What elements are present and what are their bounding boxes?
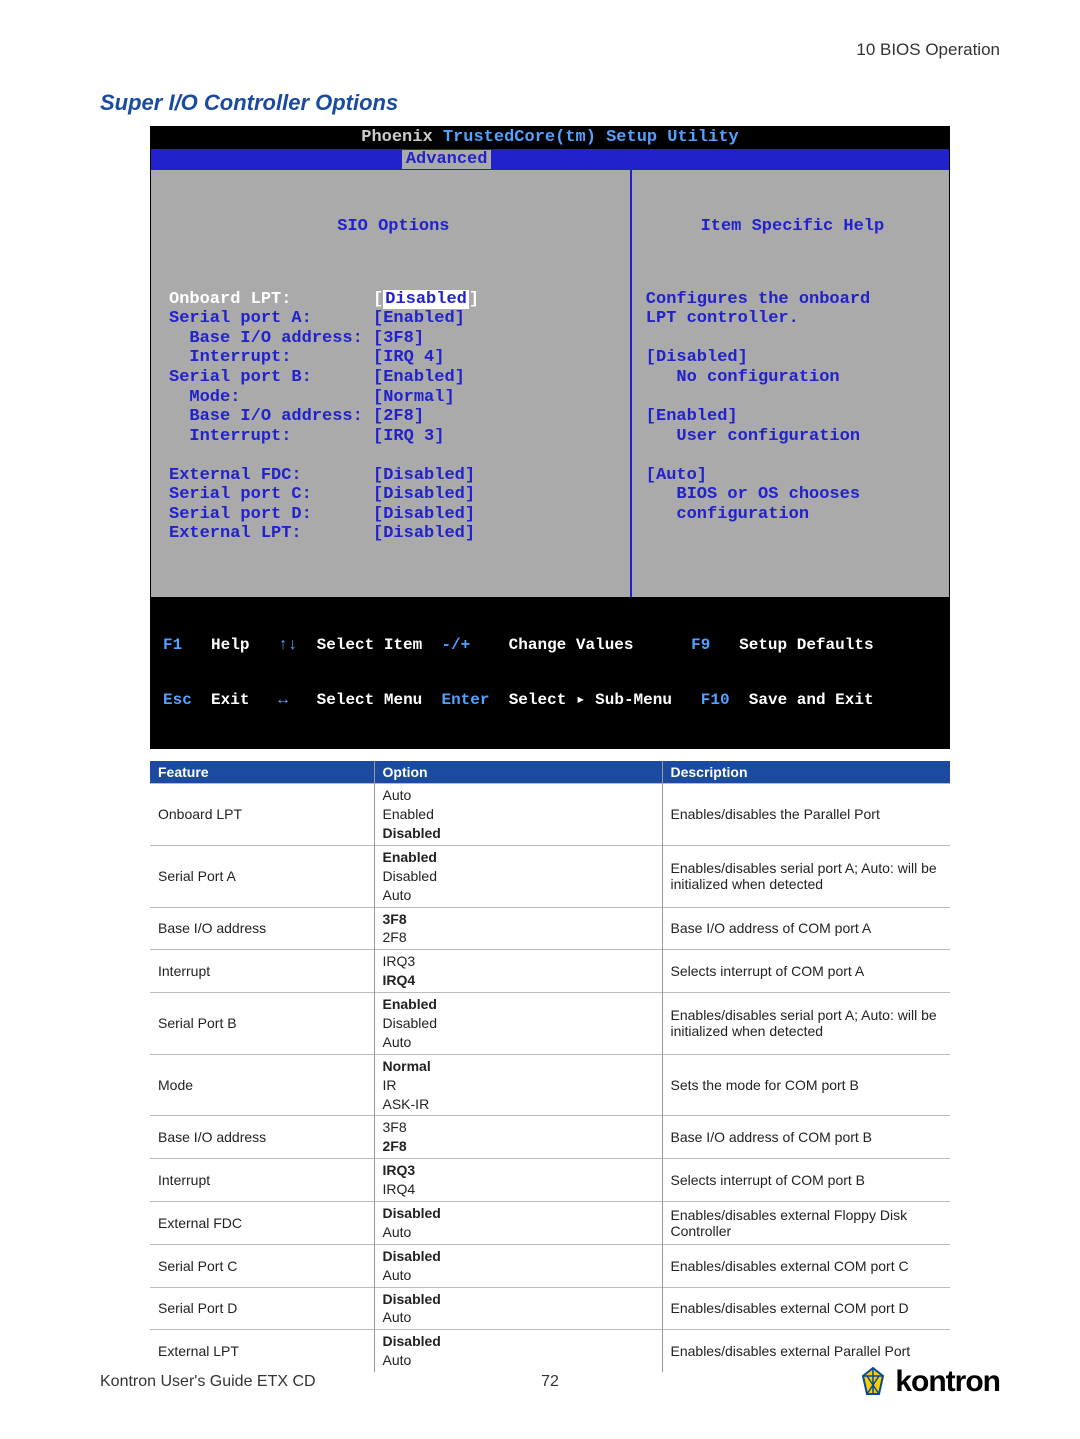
table-row: Serial Port CDisabledAutoEnables/disable…	[150, 1244, 950, 1287]
table-row: InterruptIRQ3IRQ4Selects interrupt of CO…	[150, 950, 950, 993]
cell-feature: Serial Port B	[150, 993, 374, 1055]
bios-title-hl: TrustedCore(tm) Setup Utility	[443, 128, 739, 147]
cell-feature: Base I/O address	[150, 907, 374, 950]
brand-logo: kontron	[857, 1365, 1000, 1399]
bios-left-title: SIO Options	[169, 217, 618, 237]
bios-setting-line: External LPT: [Disabled]	[169, 524, 618, 544]
cell-option: DisabledAuto	[374, 1287, 662, 1330]
bios-setting-line: Interrupt: [IRQ 3]	[169, 427, 618, 447]
logo-icon	[857, 1366, 889, 1398]
bios-setting-line: Base I/O address: [2F8]	[169, 407, 618, 427]
section-title: Super I/O Controller Options	[100, 90, 1000, 116]
cell-option: IRQ3IRQ4	[374, 950, 662, 993]
cell-feature: Mode	[150, 1054, 374, 1116]
table-header-row: Feature Option Description	[150, 761, 950, 784]
cell-feature: Serial Port D	[150, 1287, 374, 1330]
table-row: InterruptIRQ3IRQ4Selects interrupt of CO…	[150, 1159, 950, 1202]
bios-setting-line: Interrupt: [IRQ 4]	[169, 348, 618, 368]
cell-description: Enables/disables serial port A; Auto: wi…	[662, 845, 950, 907]
bios-help-line: Configures the onboard	[646, 290, 939, 310]
chapter-header: 10 BIOS Operation	[100, 40, 1000, 60]
cell-feature: Serial Port C	[150, 1244, 374, 1287]
bios-setting-line: Serial port A: [Enabled]	[169, 309, 618, 329]
feature-table: Feature Option Description Onboard LPTAu…	[150, 761, 950, 1372]
bios-setting-line: Onboard LPT: [Disabled]	[169, 290, 618, 310]
cell-option: EnabledDisabledAuto	[374, 845, 662, 907]
cell-option: DisabledAuto	[374, 1201, 662, 1244]
cell-feature: External FDC	[150, 1201, 374, 1244]
cell-description: Enables/disables serial port A; Auto: wi…	[662, 993, 950, 1055]
page-footer: Kontron User's Guide ETX CD 72 kontron	[100, 1365, 1000, 1399]
cell-description: Selects interrupt of COM port B	[662, 1159, 950, 1202]
cell-feature: Base I/O address	[150, 1116, 374, 1159]
bios-setting-line: Serial port B: [Enabled]	[169, 368, 618, 388]
cell-option: 3F82F8	[374, 1116, 662, 1159]
table-row: Base I/O address3F82F8Base I/O address o…	[150, 1116, 950, 1159]
bios-right-pane: Item Specific Help Configures the onboar…	[630, 170, 949, 597]
cell-feature: Interrupt	[150, 950, 374, 993]
bios-left-pane: SIO Options Onboard LPT: [Disabled]Seria…	[151, 170, 630, 597]
cell-description: Base I/O address of COM port B	[662, 1116, 950, 1159]
th-description: Description	[662, 761, 950, 784]
table-row: Onboard LPTAutoEnabledDisabledEnables/di…	[150, 784, 950, 846]
bios-help-line: [Disabled]	[646, 348, 939, 368]
bios-help-line: [Enabled]	[646, 407, 939, 427]
bios-help-line: LPT controller.	[646, 309, 939, 329]
bios-title-prefix: Phoenix	[361, 128, 443, 147]
cell-description: Sets the mode for COM port B	[662, 1054, 950, 1116]
table-row: Base I/O address3F82F8Base I/O address o…	[150, 907, 950, 950]
table-row: Serial Port BEnabledDisabledAutoEnables/…	[150, 993, 950, 1055]
bios-title: Phoenix TrustedCore(tm) Setup Utility	[151, 127, 949, 149]
cell-description: Base I/O address of COM port A	[662, 907, 950, 950]
cell-description: Enables/disables external Floppy Disk Co…	[662, 1201, 950, 1244]
cell-option: EnabledDisabledAuto	[374, 993, 662, 1055]
cell-option: DisabledAuto	[374, 1244, 662, 1287]
footer-left: Kontron User's Guide ETX CD	[100, 1373, 316, 1391]
table-row: ModeNormalIRASK-IRSets the mode for COM …	[150, 1054, 950, 1116]
bios-footer: F1 Help ↑↓ Select Item -/+ Change Values…	[151, 597, 949, 748]
bios-help-line	[646, 329, 939, 349]
bios-help-title: Item Specific Help	[646, 217, 939, 237]
bios-help-line: No configuration	[646, 368, 939, 388]
bios-tabs: Advanced	[151, 149, 949, 171]
bios-help-line	[646, 446, 939, 466]
cell-feature: Onboard LPT	[150, 784, 374, 846]
th-feature: Feature	[150, 761, 374, 784]
cell-option: AutoEnabledDisabled	[374, 784, 662, 846]
bios-screenshot: Phoenix TrustedCore(tm) Setup Utility Ad…	[150, 126, 950, 749]
cell-option: IRQ3IRQ4	[374, 1159, 662, 1202]
cell-feature: Serial Port A	[150, 845, 374, 907]
bios-help-line	[646, 388, 939, 408]
bios-tab-active: Advanced	[402, 150, 492, 170]
cell-description: Selects interrupt of COM port A	[662, 950, 950, 993]
bios-help-line: configuration	[646, 505, 939, 525]
bios-help-line: BIOS or OS chooses	[646, 485, 939, 505]
table-row: Serial Port DDisabledAutoEnables/disable…	[150, 1287, 950, 1330]
bios-setting-line: External FDC: [Disabled]	[169, 466, 618, 486]
bios-setting-line	[169, 446, 618, 466]
table-row: Serial Port AEnabledDisabledAutoEnables/…	[150, 845, 950, 907]
bios-body: SIO Options Onboard LPT: [Disabled]Seria…	[151, 170, 949, 597]
bios-setting-line: Base I/O address: [3F8]	[169, 329, 618, 349]
cell-description: Enables/disables the Parallel Port	[662, 784, 950, 846]
bios-setting-line: Mode: [Normal]	[169, 388, 618, 408]
bios-help-line: [Auto]	[646, 466, 939, 486]
bios-setting-line: Serial port C: [Disabled]	[169, 485, 618, 505]
bios-help-line: User configuration	[646, 427, 939, 447]
cell-option: NormalIRASK-IR	[374, 1054, 662, 1116]
cell-option: 3F82F8	[374, 907, 662, 950]
cell-description: Enables/disables external COM port D	[662, 1287, 950, 1330]
table-row: External FDCDisabledAutoEnables/disables…	[150, 1201, 950, 1244]
cell-feature: Interrupt	[150, 1159, 374, 1202]
page-number: 72	[541, 1373, 559, 1391]
cell-description: Enables/disables external COM port C	[662, 1244, 950, 1287]
bios-setting-line: Serial port D: [Disabled]	[169, 505, 618, 525]
brand-text: kontron	[895, 1365, 1000, 1399]
th-option: Option	[374, 761, 662, 784]
